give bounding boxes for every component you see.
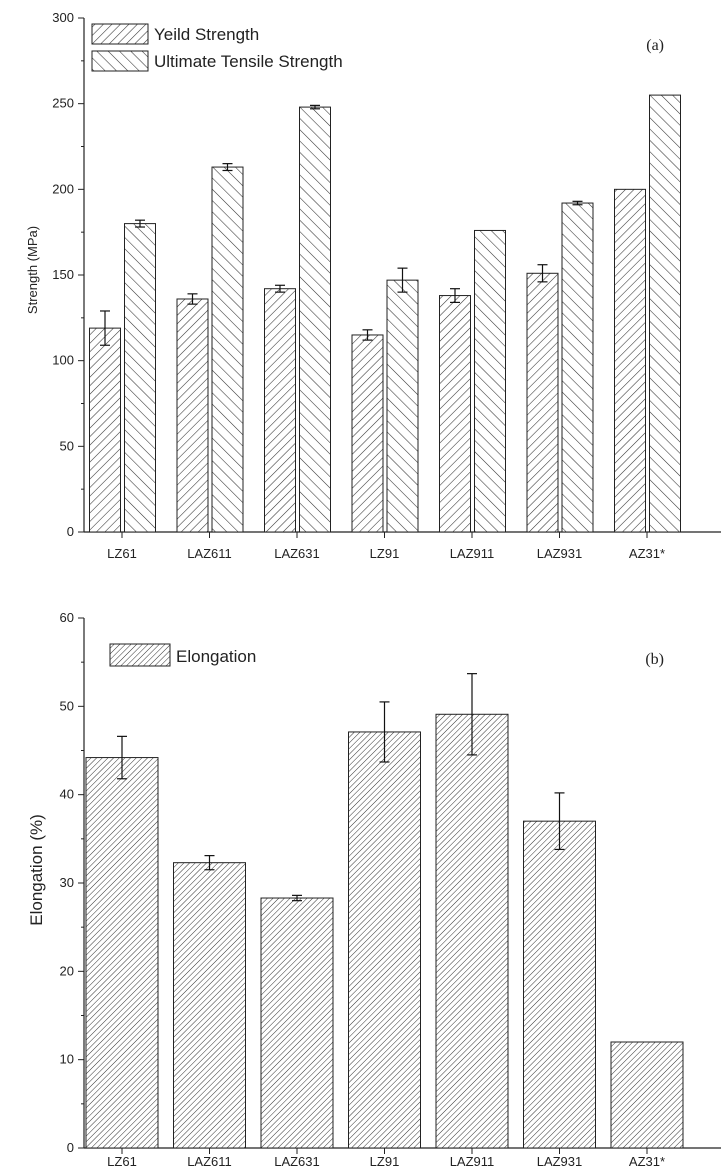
bar xyxy=(440,296,471,532)
y-tick-label: 60 xyxy=(60,610,74,625)
bar xyxy=(436,714,508,1148)
x-tick-label: AZ31* xyxy=(629,546,665,561)
x-tick-label: LZ61 xyxy=(107,546,137,561)
bar xyxy=(562,203,593,532)
y-tick-label: 30 xyxy=(60,875,74,890)
bar xyxy=(212,167,243,532)
legend-label: Yeild Strength xyxy=(154,25,259,44)
strength-chart: 050100150200250300 LZ61LAZ611LAZ631LZ91L… xyxy=(25,10,721,561)
y-tick-label: 200 xyxy=(52,181,74,196)
legend-label: Ultimate Tensile Strength xyxy=(154,52,343,71)
bar xyxy=(611,1042,683,1148)
bars xyxy=(90,95,681,532)
bar xyxy=(475,230,506,532)
bar xyxy=(125,224,156,532)
x-tick-label: LAZ631 xyxy=(274,1154,320,1169)
x-tick-label: LAZ931 xyxy=(537,1154,583,1169)
y-tick-label: 50 xyxy=(60,698,74,713)
x-tick-label: LAZ931 xyxy=(537,546,583,561)
bar xyxy=(177,299,208,532)
bar xyxy=(527,273,558,532)
x-tick-label: LAZ611 xyxy=(187,1154,232,1169)
x-tick-label: LAZ631 xyxy=(274,546,320,561)
bar xyxy=(90,328,121,532)
legend: Yeild Strength Ultimate Tensile Strength xyxy=(92,24,343,71)
legend-swatch xyxy=(92,51,148,71)
bar xyxy=(174,863,246,1148)
y-tick-label: 10 xyxy=(60,1052,74,1067)
legend: Elongation xyxy=(110,644,256,666)
bar xyxy=(524,821,596,1148)
x-tick-label: LAZ911 xyxy=(450,546,495,561)
y-tick-label: 300 xyxy=(52,10,74,25)
x-axis-ticks: LZ61 LAZ611 LAZ631 LZ91 LAZ911 LAZ931 AZ31* xyxy=(107,1148,665,1169)
y-tick-label: 250 xyxy=(52,96,74,111)
x-tick-label: AZ31* xyxy=(629,1154,665,1169)
y-tick-label: 20 xyxy=(60,963,74,978)
panel-label: (a) xyxy=(646,37,664,54)
elongation-chart: 0 10 20 30 40 50 60 LZ61 LAZ611 LAZ631 LZ91 LAZ911… xyxy=(27,610,721,1169)
y-axis-title: Elongation (%) xyxy=(27,814,46,926)
x-tick-label: LZ91 xyxy=(370,1154,400,1169)
bar xyxy=(261,898,333,1148)
x-tick-label: LAZ611 xyxy=(187,546,232,561)
y-axis-ticks: 0 10 20 30 40 50 60 xyxy=(60,610,84,1155)
y-tick-label: 100 xyxy=(52,353,74,368)
bar xyxy=(300,107,331,532)
x-tick-label: LZ61 xyxy=(107,1154,137,1169)
legend-swatch xyxy=(92,24,148,44)
bar xyxy=(349,732,421,1148)
bar xyxy=(265,289,296,532)
bar xyxy=(387,280,418,532)
y-axis-title: Strength (MPa) xyxy=(25,226,40,314)
bar xyxy=(86,758,158,1148)
bars xyxy=(86,674,683,1148)
panel-label: (b) xyxy=(645,651,664,668)
bar xyxy=(650,95,681,532)
bar xyxy=(615,189,646,532)
y-tick-label: 0 xyxy=(67,1140,74,1155)
legend-label: Elongation xyxy=(176,647,256,666)
y-tick-label: 0 xyxy=(67,524,74,539)
y-tick-label: 50 xyxy=(60,438,74,453)
y-axis-ticks: 0 50 100 150 200 250 300 xyxy=(52,10,84,539)
x-axis-ticks: LZ61 LAZ611 LAZ631 LZ91 LAZ911 LAZ931 AZ31* xyxy=(107,532,665,561)
legend-swatch xyxy=(110,644,170,666)
y-tick-label: 150 xyxy=(52,267,74,282)
x-tick-label: LZ91 xyxy=(370,546,400,561)
x-tick-label: LAZ911 xyxy=(450,1154,495,1169)
bar xyxy=(352,335,383,532)
y-tick-label: 40 xyxy=(60,787,74,802)
